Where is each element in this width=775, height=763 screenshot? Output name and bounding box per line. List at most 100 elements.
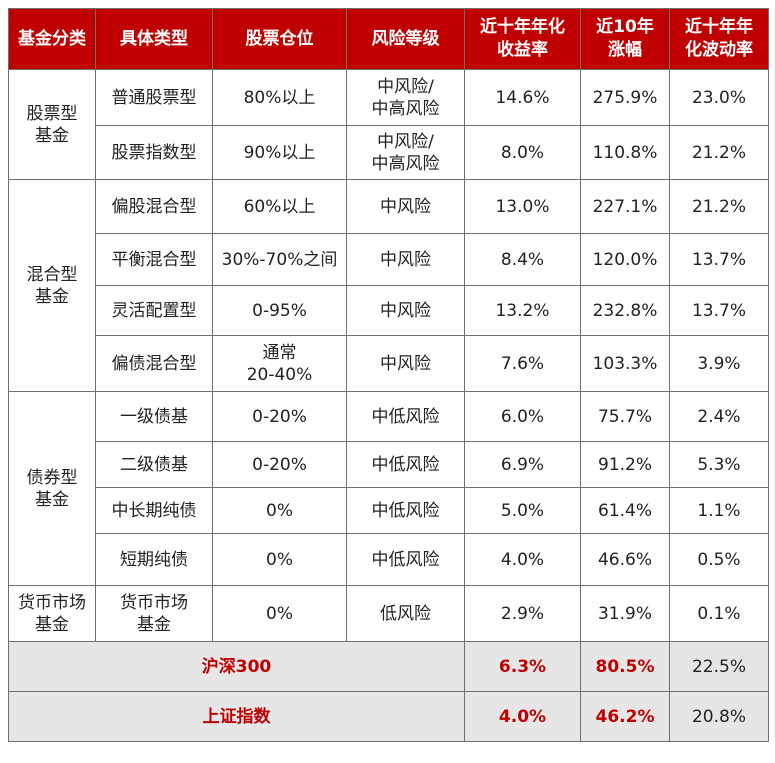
header-annual-volatility: 近十年年 化波动率 [669,8,769,70]
benchmark-annual-return-cell: 6.3% [464,641,581,692]
fund-type: 平衡混合型 [95,233,213,286]
volatility-cell-value: 5.3% [697,454,741,475]
volatility-cell: 0.5% [669,533,769,586]
annual-return-cell: 6.9% [464,441,581,488]
volatility-cell: 13.7% [669,233,769,286]
table-row: 短期纯债 0% 中低风险 4.0% 46.6% 0.5% [9,533,769,586]
stock-position: 0-20% [212,391,347,442]
stock-position: 0-20% [212,441,347,488]
volatility-cell-value: 0.5% [697,549,741,570]
header-10y-gain: 近10年 涨幅 [580,8,670,70]
header-risk-level: 风险等级 [346,8,465,70]
volatility-cell: 13.7% [669,285,769,336]
ten-year-gain-cell-value: 275.9% [592,87,658,108]
annual-return-cell: 5.0% [464,487,581,534]
group-label: 股票型 基金 [8,69,96,180]
stock-position: 60%以上 [212,179,347,234]
table-row: 股票型 基金 普通股票型 80%以上 中风险/中高风险 14.6% 275.9% 23.0% [8,69,769,180]
benchmark-ten-year-gain-cell: 46.2% [580,691,670,742]
benchmark-label: 上证指数 [8,691,465,742]
annual-return-cell: 14.6% [464,69,581,126]
annual-return-cell-value: 8.4% [500,249,545,270]
volatility-cell-value: 23.0% [691,87,746,108]
fund-type: 一级债基 [95,391,213,442]
benchmark-volatility-cell-value: 22.5% [691,656,746,677]
volatility-cell-value: 21.2% [691,142,746,163]
table-row: 混合型 基金 偏股混合型 60%以上 中风险 13.0% 227.1% 21.2% [8,179,769,392]
benchmark-ten-year-gain-cell-value: 80.5% [595,656,655,677]
benchmark-annual-return-cell-value: 6.3% [498,656,547,677]
annual-return-cell-value: 13.2% [495,300,550,321]
annual-return-cell-value: 13.0% [495,196,550,217]
annual-return-cell: 13.2% [464,285,581,336]
table-row: 债券型 基金 一级债基 0-20% 中低风险 6.0% 75.7% 2.4% [8,391,769,586]
risk-level: 中风险 [346,335,465,392]
stock-position: 通常 20-40% [212,335,347,392]
annual-return-cell: 8.0% [464,125,581,180]
benchmark-annual-return-cell: 4.0% [464,691,581,742]
stock-position: 90%以上 [212,125,347,180]
benchmark-ten-year-gain-cell-value: 46.2% [595,706,655,727]
annual-return-cell-value: 7.6% [500,353,545,374]
volatility-cell: 2.4% [669,391,769,442]
fund-type: 短期纯债 [95,533,213,586]
header-specific-type: 具体类型 [95,8,213,70]
volatility-cell-value: 21.2% [691,196,746,217]
ten-year-gain-cell: 91.2% [580,441,670,488]
annual-return-cell: 8.4% [464,233,581,286]
ten-year-gain-cell: 31.9% [580,585,670,642]
table-row: 股票指数型 90%以上 中风险/中高风险 8.0% 110.8% 21.2% [9,125,769,180]
fund-type: 股票指数型 [95,125,213,180]
ten-year-gain-cell-value: 103.3% [592,353,658,374]
ten-year-gain-cell-value: 232.8% [592,300,658,321]
volatility-cell-value: 0.1% [697,603,741,624]
fund-type: 中长期纯债 [95,487,213,534]
ten-year-gain-cell-value: 75.7% [597,406,652,427]
annual-return-cell-value: 6.0% [500,406,545,427]
volatility-cell: 0.1% [669,585,769,642]
ten-year-gain-cell-value: 31.9% [597,603,652,624]
volatility-cell: 21.2% [669,125,769,180]
stock-position: 30%-70%之间 [212,233,347,286]
risk-level: 中低风险 [346,391,465,442]
header-row: 基金分类 具体类型 股票仓位 风险等级 近十年年化 收益率 近10年 涨幅 近十年年… [8,8,769,70]
ten-year-gain-cell-value: 120.0% [592,249,658,270]
fund-type: 偏债混合型 [95,335,213,392]
benchmark-volatility-cell: 20.8% [669,691,769,742]
ten-year-gain-cell-value: 61.4% [597,500,652,521]
volatility-cell: 3.9% [669,335,769,392]
ten-year-gain-cell-value: 91.2% [597,454,652,475]
fund-type: 货币市场 基金 [95,585,213,642]
benchmark-row: 沪深300 6.3% 80.5% 22.5% [8,641,769,692]
stock-position: 0% [212,585,347,642]
volatility-cell-value: 1.1% [697,500,741,521]
annual-return-cell-value: 8.0% [500,142,545,163]
ten-year-gain-cell: 61.4% [580,487,670,534]
stock-position: 0% [212,487,347,534]
volatility-cell: 21.2% [669,179,769,234]
header-annual-return: 近十年年化 收益率 [464,8,581,70]
volatility-cell: 1.1% [669,487,769,534]
stock-position: 0% [212,533,347,586]
volatility-cell-value: 13.7% [691,249,746,270]
risk-level: 中风险 [346,285,465,336]
table-row: 平衡混合型 30%-70%之间 中风险 8.4% 120.0% 13.7% [9,233,769,286]
ten-year-gain-cell: 75.7% [580,391,670,442]
annual-return-cell: 7.6% [464,335,581,392]
table-row: 货币市场 基金 货币市场 基金 0% 低风险 2.9% 31.9% 0.1% [8,585,769,642]
table-row: 二级债基 0-20% 中低风险 6.9% 91.2% 5.3% [9,441,769,488]
ten-year-gain-cell: 232.8% [580,285,670,336]
group-label: 混合型 基金 [8,179,96,392]
benchmark-ten-year-gain-cell: 80.5% [580,641,670,692]
annual-return-cell-value: 5.0% [500,500,545,521]
fund-type: 普通股票型 [95,69,213,126]
annual-return-cell: 4.0% [464,533,581,586]
benchmark-label: 沪深300 [8,641,465,692]
header-stock-position: 股票仓位 [212,8,347,70]
risk-level: 中低风险 [346,487,465,534]
ten-year-gain-cell-value: 46.6% [597,549,652,570]
volatility-cell-value: 2.4% [697,406,741,427]
benchmark-volatility-cell: 22.5% [669,641,769,692]
volatility-cell: 23.0% [669,69,769,126]
risk-level: 低风险 [346,585,465,642]
